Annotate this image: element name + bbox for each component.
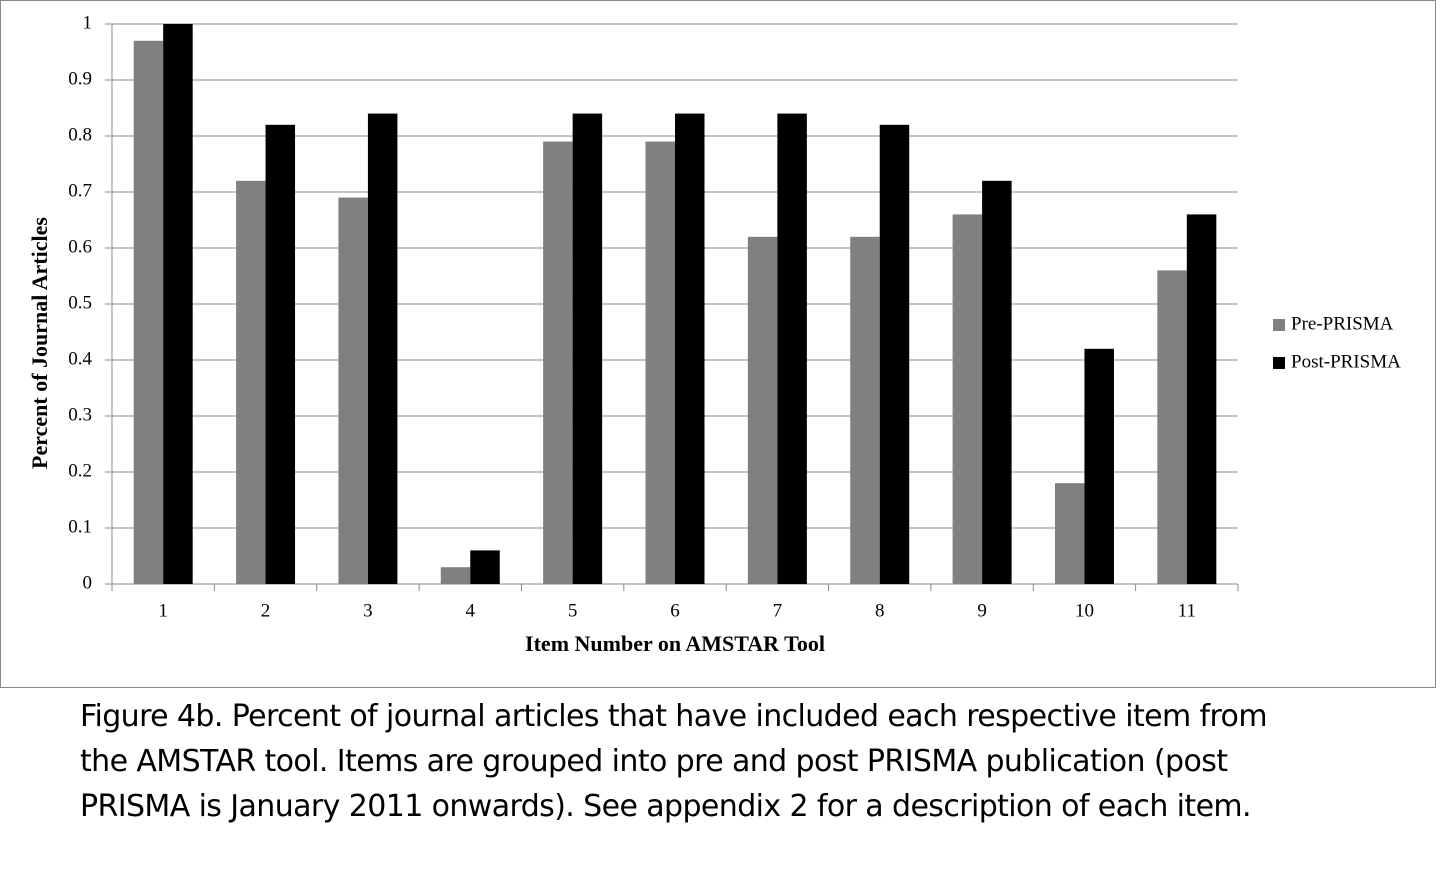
y-tick-label: 0.4 [68, 348, 92, 369]
y-tick-label: 0.6 [68, 236, 92, 257]
legend-swatch [1273, 319, 1285, 331]
chart: Percent of Journal Articles Item Number … [0, 0, 1436, 688]
bar [952, 214, 983, 584]
y-tick-label: 0.1 [68, 516, 92, 537]
bar [645, 141, 675, 584]
caption-line: Figure 4b. Percent of journal articles t… [80, 699, 1268, 734]
bar [1186, 214, 1217, 584]
legend-label: Pre-PRISMA [1291, 313, 1394, 334]
x-tick-label: 6 [670, 600, 680, 621]
x-tick-label: 3 [363, 600, 373, 621]
bar [572, 113, 603, 584]
bar [1054, 483, 1085, 584]
bar [338, 197, 368, 584]
x-tick-label: 11 [1178, 600, 1196, 621]
y-tick-label: 0.2 [68, 460, 92, 481]
x-tick-label: 1 [158, 600, 168, 621]
y-axis-label: Percent of Journal Articles [27, 217, 52, 469]
y-tick-label: 0.5 [68, 292, 92, 313]
y-tick-label: 1 [83, 12, 93, 33]
bar [440, 567, 471, 584]
legend-swatch [1273, 357, 1285, 369]
bar [1084, 348, 1114, 584]
caption-line: PRISMA is January 2011 onwards). See app… [80, 789, 1252, 824]
y-tick-label: 0.7 [68, 180, 92, 201]
x-axis-label: Item Number on AMSTAR Tool [525, 631, 825, 656]
bar [1157, 270, 1187, 584]
y-tick-label: 0 [83, 572, 93, 593]
y-tick-label: 0.8 [68, 124, 92, 145]
bar [747, 236, 778, 585]
x-tick-label: 8 [875, 600, 885, 621]
bar [470, 550, 500, 584]
bar [367, 113, 398, 584]
bar [265, 124, 296, 585]
bar [982, 180, 1012, 585]
x-tick-label: 10 [1075, 600, 1094, 621]
bar [133, 40, 164, 585]
caption: Figure 4b. Percent of journal articles t… [80, 694, 1268, 829]
x-tick-label: 4 [466, 600, 476, 621]
bar [777, 113, 807, 584]
bar [879, 124, 910, 585]
y-tick-label: 0.3 [68, 404, 92, 425]
bar [163, 24, 193, 584]
legend-label: Post-PRISMA [1291, 351, 1401, 372]
x-tick-label: 2 [261, 600, 271, 621]
caption-line: the AMSTAR tool. Items are grouped into … [80, 744, 1228, 779]
x-tick-label: 9 [977, 600, 987, 621]
bar [236, 180, 266, 585]
y-tick-label: 0.9 [68, 68, 92, 89]
bar [543, 141, 573, 584]
x-tick-label: 5 [568, 600, 578, 621]
bar [675, 113, 705, 584]
bar [850, 236, 880, 585]
x-tick-label: 7 [773, 600, 783, 621]
